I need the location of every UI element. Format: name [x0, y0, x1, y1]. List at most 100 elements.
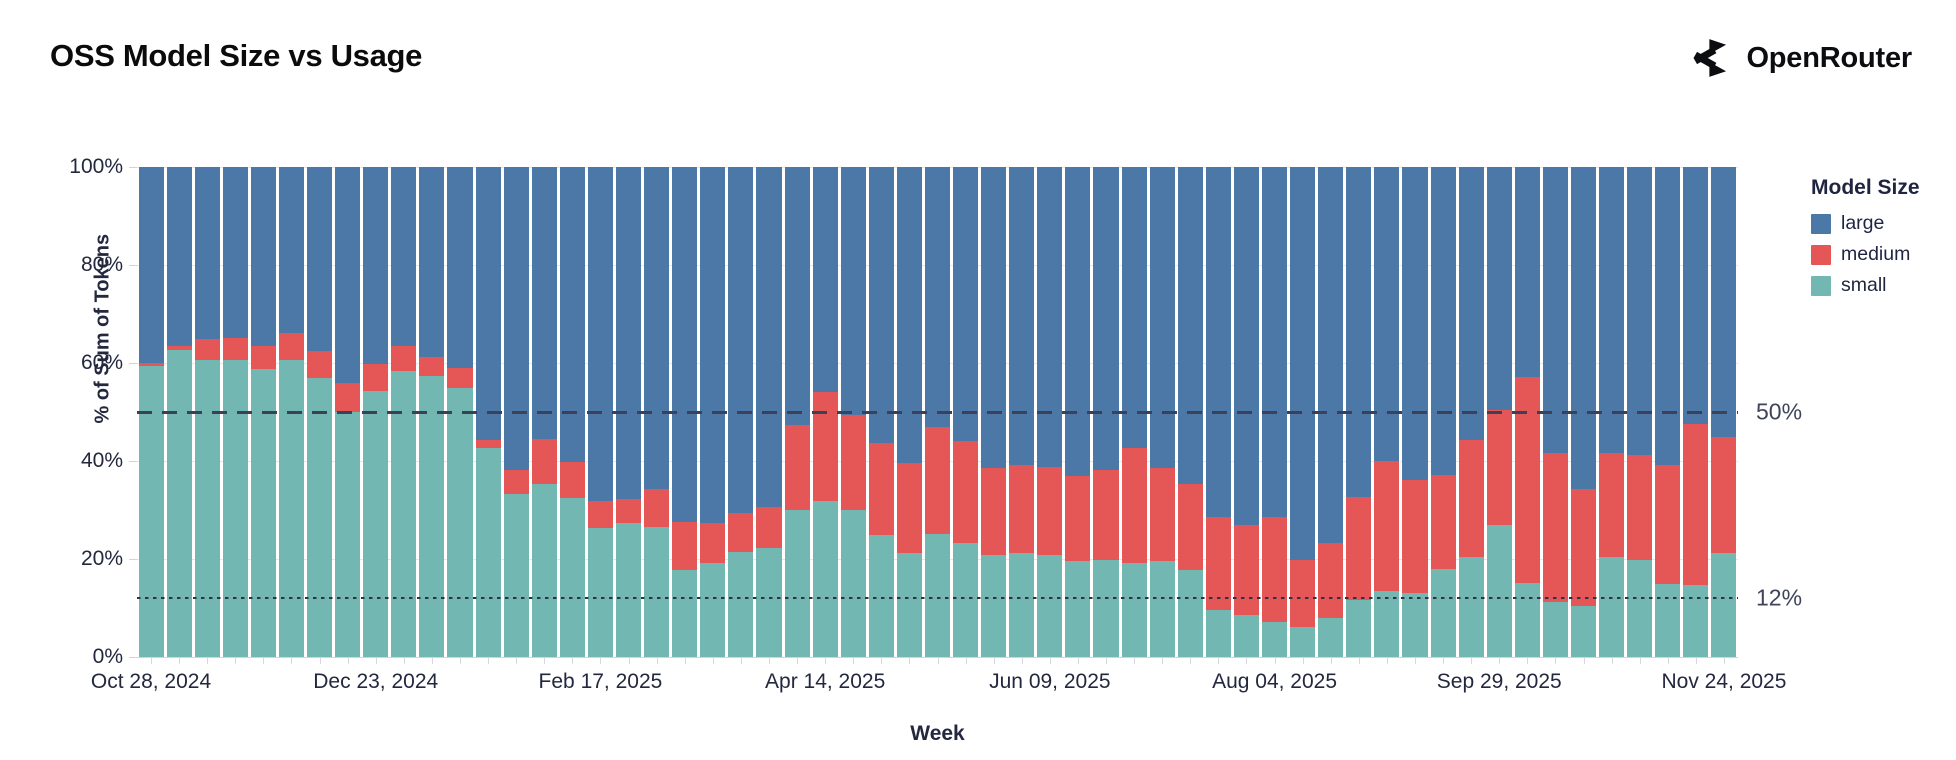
bar-segment-medium[interactable] [981, 467, 1007, 556]
bar-segment-large[interactable] [447, 167, 473, 369]
bar-segment-medium[interactable] [1486, 410, 1512, 526]
bar-segment-large[interactable] [1037, 167, 1063, 467]
bar-segment-medium[interactable] [1093, 469, 1119, 560]
bar-segment-small[interactable] [138, 366, 164, 657]
bar-segment-large[interactable] [1205, 167, 1231, 517]
bar-segment-small[interactable] [1009, 552, 1035, 657]
bar-segment-medium[interactable] [503, 469, 529, 495]
bar-segment-small[interactable] [1205, 609, 1231, 657]
bar-segment-small[interactable] [1486, 525, 1512, 657]
bar-segment-small[interactable] [1318, 618, 1344, 657]
bar-segment-large[interactable] [812, 167, 838, 393]
bar-segment-large[interactable] [924, 167, 951, 427]
bar-segment-small[interactable] [953, 542, 979, 657]
bar-segment-small[interactable] [1711, 553, 1737, 657]
bar-segment-small[interactable] [728, 551, 754, 657]
bar-segment-large[interactable] [672, 167, 698, 522]
bar-segment-large[interactable] [756, 167, 782, 507]
bar-segment-large[interactable] [335, 167, 361, 383]
bar-segment-small[interactable] [1093, 559, 1119, 657]
bar-segment-small[interactable] [756, 548, 782, 657]
bar-segment-medium[interactable] [1290, 560, 1316, 627]
bar-segment-small[interactable] [587, 527, 613, 657]
bar-segment-small[interactable] [531, 483, 557, 657]
bar-segment-small[interactable] [278, 360, 305, 657]
bar-segment-large[interactable] [896, 167, 922, 464]
bar-segment-medium[interactable] [531, 439, 557, 484]
bar-segment-small[interactable] [363, 390, 389, 657]
bar-segment-large[interactable] [953, 167, 979, 442]
bar-segment-medium[interactable] [363, 363, 389, 391]
bar-segment-medium[interactable] [615, 498, 642, 524]
bar-segment-medium[interactable] [953, 441, 979, 543]
bar-segment-large[interactable] [222, 167, 248, 338]
bar-segment-medium[interactable] [924, 426, 951, 534]
bar-segment-small[interactable] [166, 349, 192, 657]
bar-segment-small[interactable] [1262, 621, 1288, 657]
bar-segment-medium[interactable] [1542, 452, 1568, 602]
bar-segment-medium[interactable] [1205, 516, 1231, 610]
bar-segment-large[interactable] [1570, 167, 1597, 490]
bar-segment-medium[interactable] [1655, 464, 1681, 584]
bar-segment-medium[interactable] [1599, 453, 1625, 557]
bar-segment-small[interactable] [307, 377, 333, 657]
bar-segment-medium[interactable] [1514, 376, 1540, 583]
bar-segment-large[interactable] [868, 167, 894, 444]
bar-segment-medium[interactable] [1177, 483, 1203, 570]
bar-segment-small[interactable] [981, 555, 1007, 657]
bar-segment-medium[interactable] [1374, 461, 1400, 591]
bar-segment-large[interactable] [363, 167, 389, 364]
bar-segment-medium[interactable] [307, 350, 333, 378]
bar-segment-large[interactable] [391, 167, 417, 346]
bar-segment-large[interactable] [784, 167, 810, 426]
bar-segment-medium[interactable] [644, 488, 670, 527]
bar-segment-large[interactable] [981, 167, 1007, 468]
bar-segment-medium[interactable] [700, 523, 726, 564]
bar-segment-small[interactable] [559, 497, 585, 657]
bar-segment-large[interactable] [1346, 167, 1372, 497]
bar-segment-large[interactable] [1711, 167, 1737, 437]
bar-segment-medium[interactable] [672, 521, 698, 570]
bar-segment-medium[interactable] [1346, 496, 1372, 601]
bar-segment-medium[interactable] [1262, 516, 1288, 622]
bar-segment-large[interactable] [475, 167, 501, 440]
bar-segment-medium[interactable] [756, 506, 782, 549]
bar-segment-small[interactable] [924, 533, 951, 657]
bar-segment-medium[interactable] [1149, 468, 1175, 562]
bar-segment-medium[interactable] [1009, 464, 1035, 553]
bar-segment-medium[interactable] [391, 345, 417, 371]
bar-segment-large[interactable] [138, 167, 164, 363]
bar-segment-small[interactable] [812, 501, 838, 657]
bar-segment-medium[interactable] [896, 463, 922, 553]
bar-segment-small[interactable] [1570, 605, 1597, 657]
bar-segment-small[interactable] [1177, 569, 1203, 657]
bar-segment-medium[interactable] [335, 382, 361, 412]
bar-segment-large[interactable] [1542, 167, 1568, 453]
bar-segment-small[interactable] [1542, 601, 1568, 657]
bar-segment-medium[interactable] [1711, 436, 1737, 554]
bar-segment-small[interactable] [419, 376, 445, 657]
bar-segment-medium[interactable] [278, 332, 305, 361]
bar-segment-large[interactable] [1683, 167, 1709, 424]
bar-segment-large[interactable] [1655, 167, 1681, 465]
bar-segment-large[interactable] [728, 167, 754, 514]
bar-segment-large[interactable] [840, 167, 866, 415]
bar-segment-medium[interactable] [1318, 543, 1344, 619]
bar-segment-large[interactable] [615, 167, 642, 499]
bar-segment-medium[interactable] [1627, 455, 1653, 560]
bar-segment-small[interactable] [840, 510, 866, 657]
bar-segment-large[interactable] [1121, 167, 1147, 449]
bar-segment-medium[interactable] [1683, 423, 1709, 585]
bar-segment-medium[interactable] [222, 337, 248, 360]
bar-segment-large[interactable] [1149, 167, 1175, 469]
bar-segment-small[interactable] [1655, 583, 1681, 657]
bar-segment-large[interactable] [503, 167, 529, 470]
bar-segment-large[interactable] [1486, 167, 1512, 411]
bar-segment-medium[interactable] [1570, 489, 1597, 606]
bar-segment-small[interactable] [896, 552, 922, 657]
bar-segment-large[interactable] [1458, 167, 1484, 440]
bar-segment-small[interactable] [194, 359, 220, 657]
bar-segment-medium[interactable] [840, 414, 866, 510]
bar-segment-large[interactable] [1627, 167, 1653, 456]
bar-segment-large[interactable] [644, 167, 670, 489]
